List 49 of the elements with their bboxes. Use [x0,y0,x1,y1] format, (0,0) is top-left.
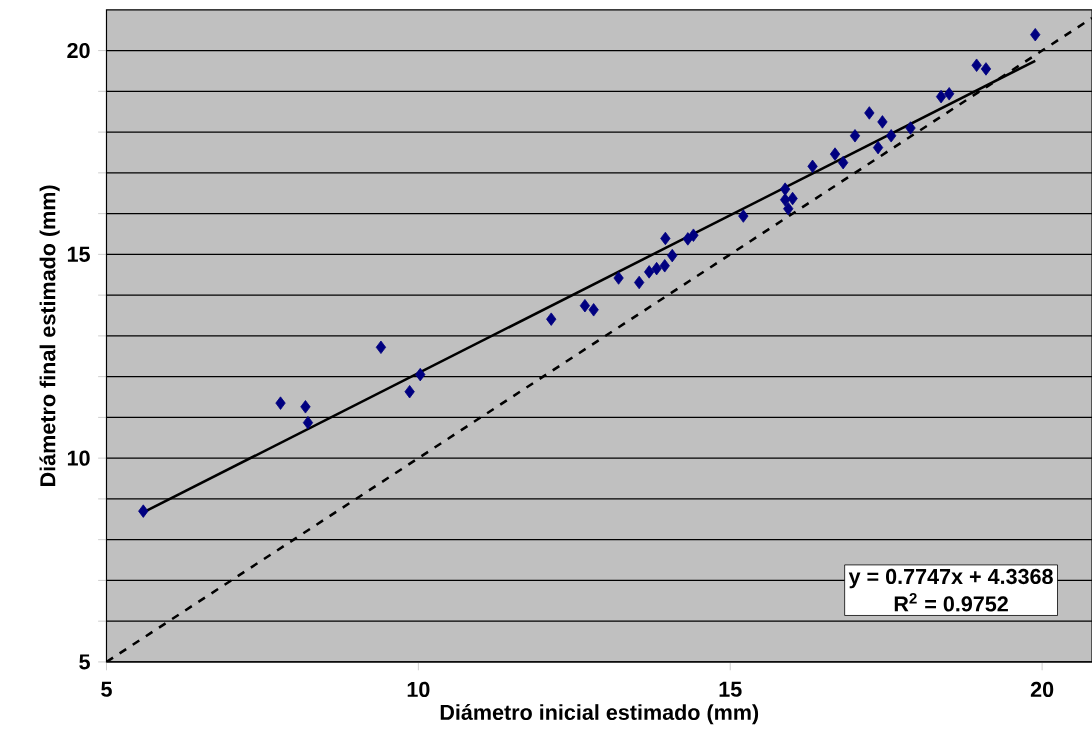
point [659,259,670,273]
y-tick-label: 20 [67,43,90,59]
point [905,121,916,135]
point [588,303,599,317]
point [780,182,791,197]
point [935,90,947,104]
y-tick-label: 15 [67,247,90,263]
point [738,209,749,223]
point [613,271,624,285]
x-axis-title: Diámetro inicial estimado (mm) [440,704,759,725]
annotation: R$^{2}$ = 0.9752 [894,593,1008,612]
point [829,147,841,161]
point [634,276,645,290]
point [688,228,699,243]
y-axis-title: Diámetro final estimado (mm) [39,185,60,487]
point [302,416,314,430]
point [404,385,415,399]
point [787,192,798,206]
point [849,129,861,143]
point [971,58,982,73]
point [864,106,875,120]
point [579,299,591,313]
point [667,249,678,263]
y-tick-label: 5 [79,654,90,670]
x-tick-label: 20 [1030,682,1054,698]
point [872,141,884,155]
point [275,396,286,411]
annotation: y = 0.7747x + 4.3368 [848,569,1053,589]
point [944,87,955,101]
point [415,368,426,382]
y-tick-label: 10 [67,450,90,466]
point [300,400,311,414]
point [783,202,794,216]
point [877,115,888,129]
point [807,159,818,174]
x-tick-label: 5 [101,682,112,698]
point [651,262,662,276]
point [546,312,557,327]
point [780,193,791,207]
point [838,156,849,170]
point [644,265,655,279]
point [138,504,149,519]
point [1030,28,1041,42]
point [886,129,897,143]
x-tick-label: 15 [719,682,742,698]
x-tick-label: 10 [407,682,430,698]
point [375,340,387,355]
point [660,231,671,246]
point [980,62,992,76]
